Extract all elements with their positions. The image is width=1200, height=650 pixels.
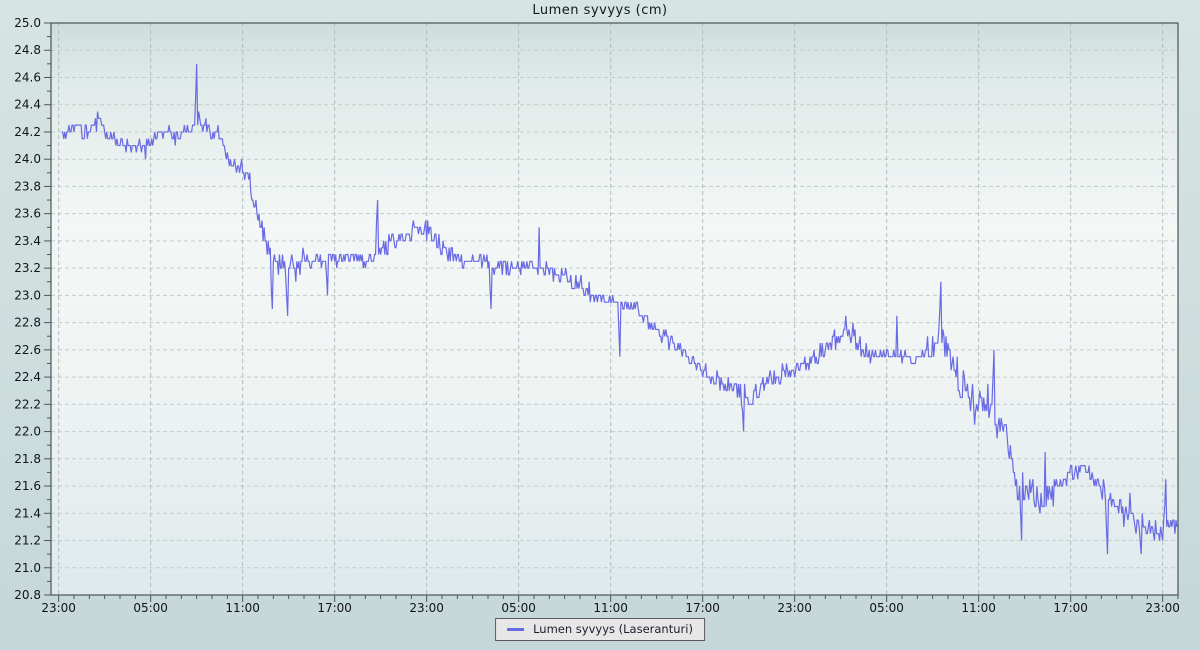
y-tick-label: 22.8	[14, 316, 41, 330]
x-tick-label: 11:00	[961, 601, 996, 615]
y-tick-label: 22.0	[14, 425, 41, 439]
x-tick-label: 05:00	[133, 601, 168, 615]
y-tick-label: 23.2	[14, 261, 41, 275]
y-tick-label: 23.8	[14, 179, 41, 193]
y-tick-label: 21.0	[14, 561, 41, 575]
y-tick-label: 21.8	[14, 452, 41, 466]
y-tick-label: 21.6	[14, 479, 41, 493]
x-tick-label: 17:00	[685, 601, 720, 615]
y-tick-label: 24.6	[14, 70, 41, 84]
y-tick-label: 23.6	[14, 207, 41, 221]
y-tick-label: 20.8	[14, 588, 41, 602]
x-tick-label: 05:00	[501, 601, 536, 615]
y-tick-label: 24.2	[14, 125, 41, 139]
chart-title: Lumen syvyys (cm)	[532, 3, 668, 18]
y-tick-label: 23.4	[14, 234, 41, 248]
x-tick-label: 11:00	[593, 601, 628, 615]
legend-label: Lumen syvyys (Laseranturi)	[533, 622, 693, 636]
y-tick-label: 24.0	[14, 152, 41, 166]
y-tick-label: 21.2	[14, 534, 41, 548]
y-tick-label: 21.4	[14, 506, 41, 520]
x-tick-label: 05:00	[869, 601, 904, 615]
x-tick-label: 11:00	[225, 601, 260, 615]
y-tick-label: 24.8	[14, 43, 41, 57]
x-tick-label: 17:00	[317, 601, 352, 615]
x-tick-label: 23:00	[1145, 601, 1180, 615]
x-tick-label: 23:00	[777, 601, 812, 615]
x-tick-label: 23:00	[409, 601, 444, 615]
y-tick-label: 23.0	[14, 288, 41, 302]
legend: Lumen syvyys (Laseranturi)	[495, 618, 705, 641]
y-tick-label: 25.0	[14, 16, 41, 30]
series-line-lumen-syvyys	[61, 63, 1178, 555]
y-tick-label: 22.6	[14, 343, 41, 357]
x-tick-label: 23:00	[41, 601, 76, 615]
y-tick-label: 24.4	[14, 98, 41, 112]
plot-background	[51, 23, 1178, 595]
legend-line-swatch	[507, 627, 525, 631]
y-tick-label: 22.2	[14, 397, 41, 411]
x-tick-label: 17:00	[1053, 601, 1088, 615]
y-tick-label: 22.4	[14, 370, 41, 384]
